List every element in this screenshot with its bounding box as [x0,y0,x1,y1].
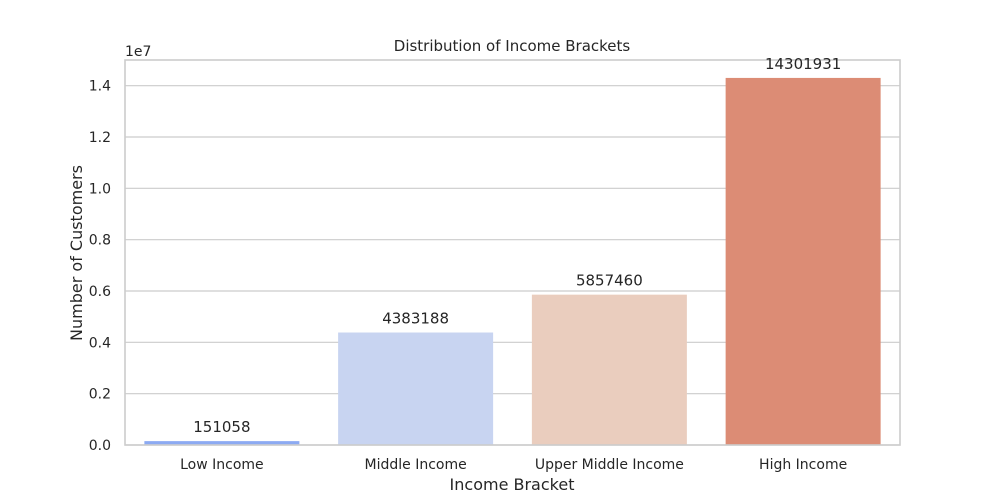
y-tick-label: 1.0 [89,181,111,197]
y-axis-label: Number of Customers [67,165,86,341]
bar [144,441,300,445]
x-axis-label: Income Bracket [450,475,575,494]
y-axis-offset-label: 1e7 [125,44,151,60]
bar [725,77,881,445]
data-labels: 151058 4383188 5857460 14301931 [193,55,841,436]
y-tick-label: 0.0 [89,438,111,454]
bar [338,332,494,445]
y-tick-labels: 0.0 0.2 0.4 0.6 0.8 1.0 1.2 1.4 [89,79,111,454]
y-tick-label: 0.2 [89,387,111,403]
y-tick-label: 0.8 [89,233,111,249]
bar [531,294,687,445]
plot-frame [124,59,901,446]
x-tick-label: Upper Middle Income [535,457,684,473]
y-tick-label: 0.6 [89,284,111,300]
y-tick-label: 1.4 [89,79,111,95]
bar-value-label: 151058 [193,418,250,436]
x-tick-labels: Low Income Middle Income Upper Middle Inco… [180,457,847,473]
bar-value-label: 4383188 [382,309,449,327]
x-tick-label: High Income [759,457,847,473]
x-tick-label: Middle Income [365,457,467,473]
grid-lines [125,85,900,446]
y-tick-label: 0.4 [89,335,111,351]
bars [144,77,881,445]
y-tick-label: 1.2 [89,130,111,146]
x-tick-label: Low Income [180,457,264,473]
bar-value-label: 14301931 [765,55,841,73]
bar-value-label: 5857460 [576,272,643,290]
chart-title: Distribution of Income Brackets [394,37,631,55]
